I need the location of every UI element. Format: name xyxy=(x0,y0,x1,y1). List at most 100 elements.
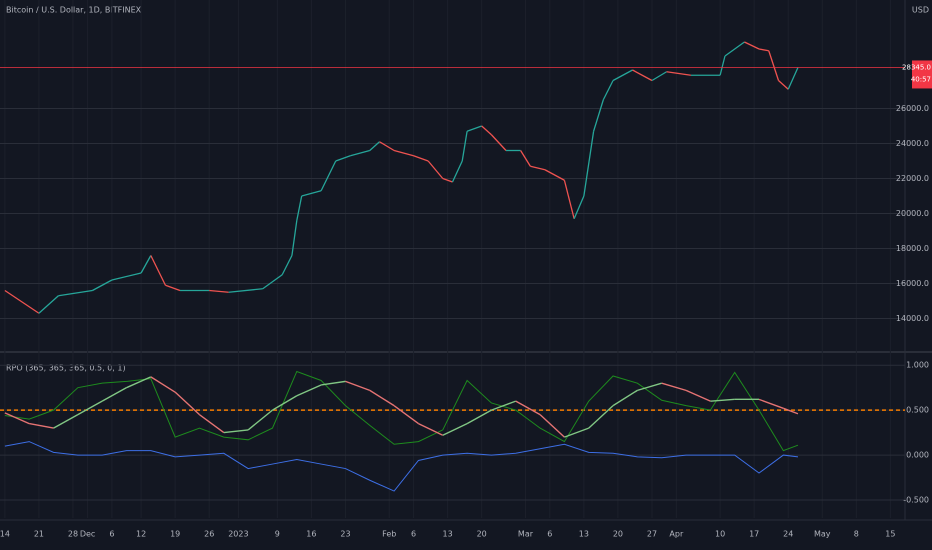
price-segment xyxy=(111,272,142,281)
price-segment xyxy=(442,177,453,183)
price-segment xyxy=(583,131,595,197)
price-segment xyxy=(92,279,113,292)
price-segment xyxy=(778,80,789,90)
signal-segment xyxy=(393,405,419,425)
signal-segment xyxy=(77,400,103,416)
signal-segment xyxy=(247,409,273,431)
signal-segment xyxy=(612,389,638,407)
x-tick-label: 23 xyxy=(340,530,350,539)
signal-segment xyxy=(418,422,444,436)
price-segment xyxy=(379,141,395,152)
price-segment xyxy=(768,50,780,81)
price-segment xyxy=(481,125,492,136)
signal-segment xyxy=(174,391,200,416)
signal-segment xyxy=(442,422,468,436)
price-segment xyxy=(719,55,726,76)
y-tick-label: -0.500 xyxy=(903,496,929,505)
signal-segment xyxy=(272,395,298,411)
price-segment xyxy=(520,150,531,167)
price-segment xyxy=(165,284,181,292)
x-tick-label: 19 xyxy=(170,530,180,539)
price-segment xyxy=(320,160,337,192)
price-segment xyxy=(335,155,351,162)
last-price-box xyxy=(912,60,932,89)
signal-segment xyxy=(783,407,799,415)
signal-segment xyxy=(515,400,541,416)
y-tick-label: 16000.0 xyxy=(896,279,929,288)
signal-segment xyxy=(661,382,687,392)
x-tick-label: 26 xyxy=(204,530,214,539)
x-tick-label: 17 xyxy=(749,530,759,539)
price-segment xyxy=(602,80,614,101)
price-segment xyxy=(787,67,799,90)
price-segment xyxy=(563,180,575,219)
countdown: 40:57 xyxy=(911,75,931,83)
price-segment xyxy=(209,289,229,293)
x-tick-label: May xyxy=(814,530,831,539)
signal-segment xyxy=(223,429,249,434)
price-segment xyxy=(296,195,303,221)
x-tick-label: 27 xyxy=(647,530,657,539)
signal-segment xyxy=(53,414,79,429)
x-tick-label: 16 xyxy=(306,530,316,539)
y-tick-label: 24000.0 xyxy=(896,139,929,148)
price-segment xyxy=(301,190,322,197)
x-tick-label: 6 xyxy=(547,530,552,539)
y-tick-label: 18000.0 xyxy=(896,244,929,253)
series-line xyxy=(4,441,799,492)
x-tick-label: 20 xyxy=(477,530,487,539)
signal-segment xyxy=(588,405,614,429)
y-tick-label: 22000.0 xyxy=(896,174,929,183)
y-tick-label: 14000.0 xyxy=(896,314,929,323)
x-tick-label: Apr xyxy=(669,530,684,539)
x-tick-label: 14 xyxy=(0,530,10,539)
x-tick-label: 28 xyxy=(68,530,78,539)
signal-segment xyxy=(199,414,225,434)
signal-segment xyxy=(29,422,54,429)
series-line xyxy=(4,370,799,452)
price-segment xyxy=(58,289,93,297)
x-tick-label: 8 xyxy=(854,530,859,539)
x-tick-label: 6 xyxy=(411,530,416,539)
signal-segment xyxy=(126,376,152,389)
signal-segment xyxy=(539,414,565,438)
x-tick-label: Dec xyxy=(80,530,95,539)
indicator-title: RPO (365, 365, 365, 0.5, 0, 1) xyxy=(6,364,126,373)
signal-segment xyxy=(321,380,346,386)
price-segment xyxy=(530,165,546,171)
signal-segment xyxy=(369,389,395,407)
signal-segment xyxy=(710,398,735,402)
price-segment xyxy=(724,41,745,57)
price-segment xyxy=(427,160,444,179)
price-segment xyxy=(451,160,463,183)
price-segment xyxy=(466,125,482,132)
price-segment xyxy=(4,289,40,314)
signal-segment xyxy=(564,427,589,438)
signal-segment xyxy=(150,376,176,393)
x-tick-label: 13 xyxy=(579,530,589,539)
x-tick-label: 21 xyxy=(34,530,44,539)
price-segment xyxy=(228,288,263,293)
signal-segment xyxy=(491,400,516,411)
y-tick-label: 20000.0 xyxy=(896,209,929,218)
x-tick-label: 24 xyxy=(783,530,793,539)
last-price-label: 28345.0 xyxy=(902,63,931,71)
price-segment xyxy=(369,141,380,151)
x-tick-label: 9 xyxy=(275,530,280,539)
signal-segment xyxy=(345,380,371,392)
price-segment xyxy=(758,48,769,52)
price-segment xyxy=(573,195,585,220)
x-tick-label: 2023 xyxy=(228,530,248,539)
x-tick-label: 10 xyxy=(715,530,725,539)
price-segment xyxy=(140,255,152,274)
price-segment xyxy=(38,295,59,314)
y-tick-label: 26000.0 xyxy=(896,104,929,113)
chart-title: Bitcoin / U.S. Dollar, 1D, BITFINEX xyxy=(6,6,142,15)
y-tick-label: 0.500 xyxy=(906,406,929,415)
price-segment xyxy=(291,220,298,256)
y-tick-label: 0.000 xyxy=(906,451,929,460)
x-tick-label: 13 xyxy=(443,530,453,539)
x-tick-label: 12 xyxy=(136,530,146,539)
price-segment xyxy=(150,255,167,286)
price-segment xyxy=(632,69,653,82)
